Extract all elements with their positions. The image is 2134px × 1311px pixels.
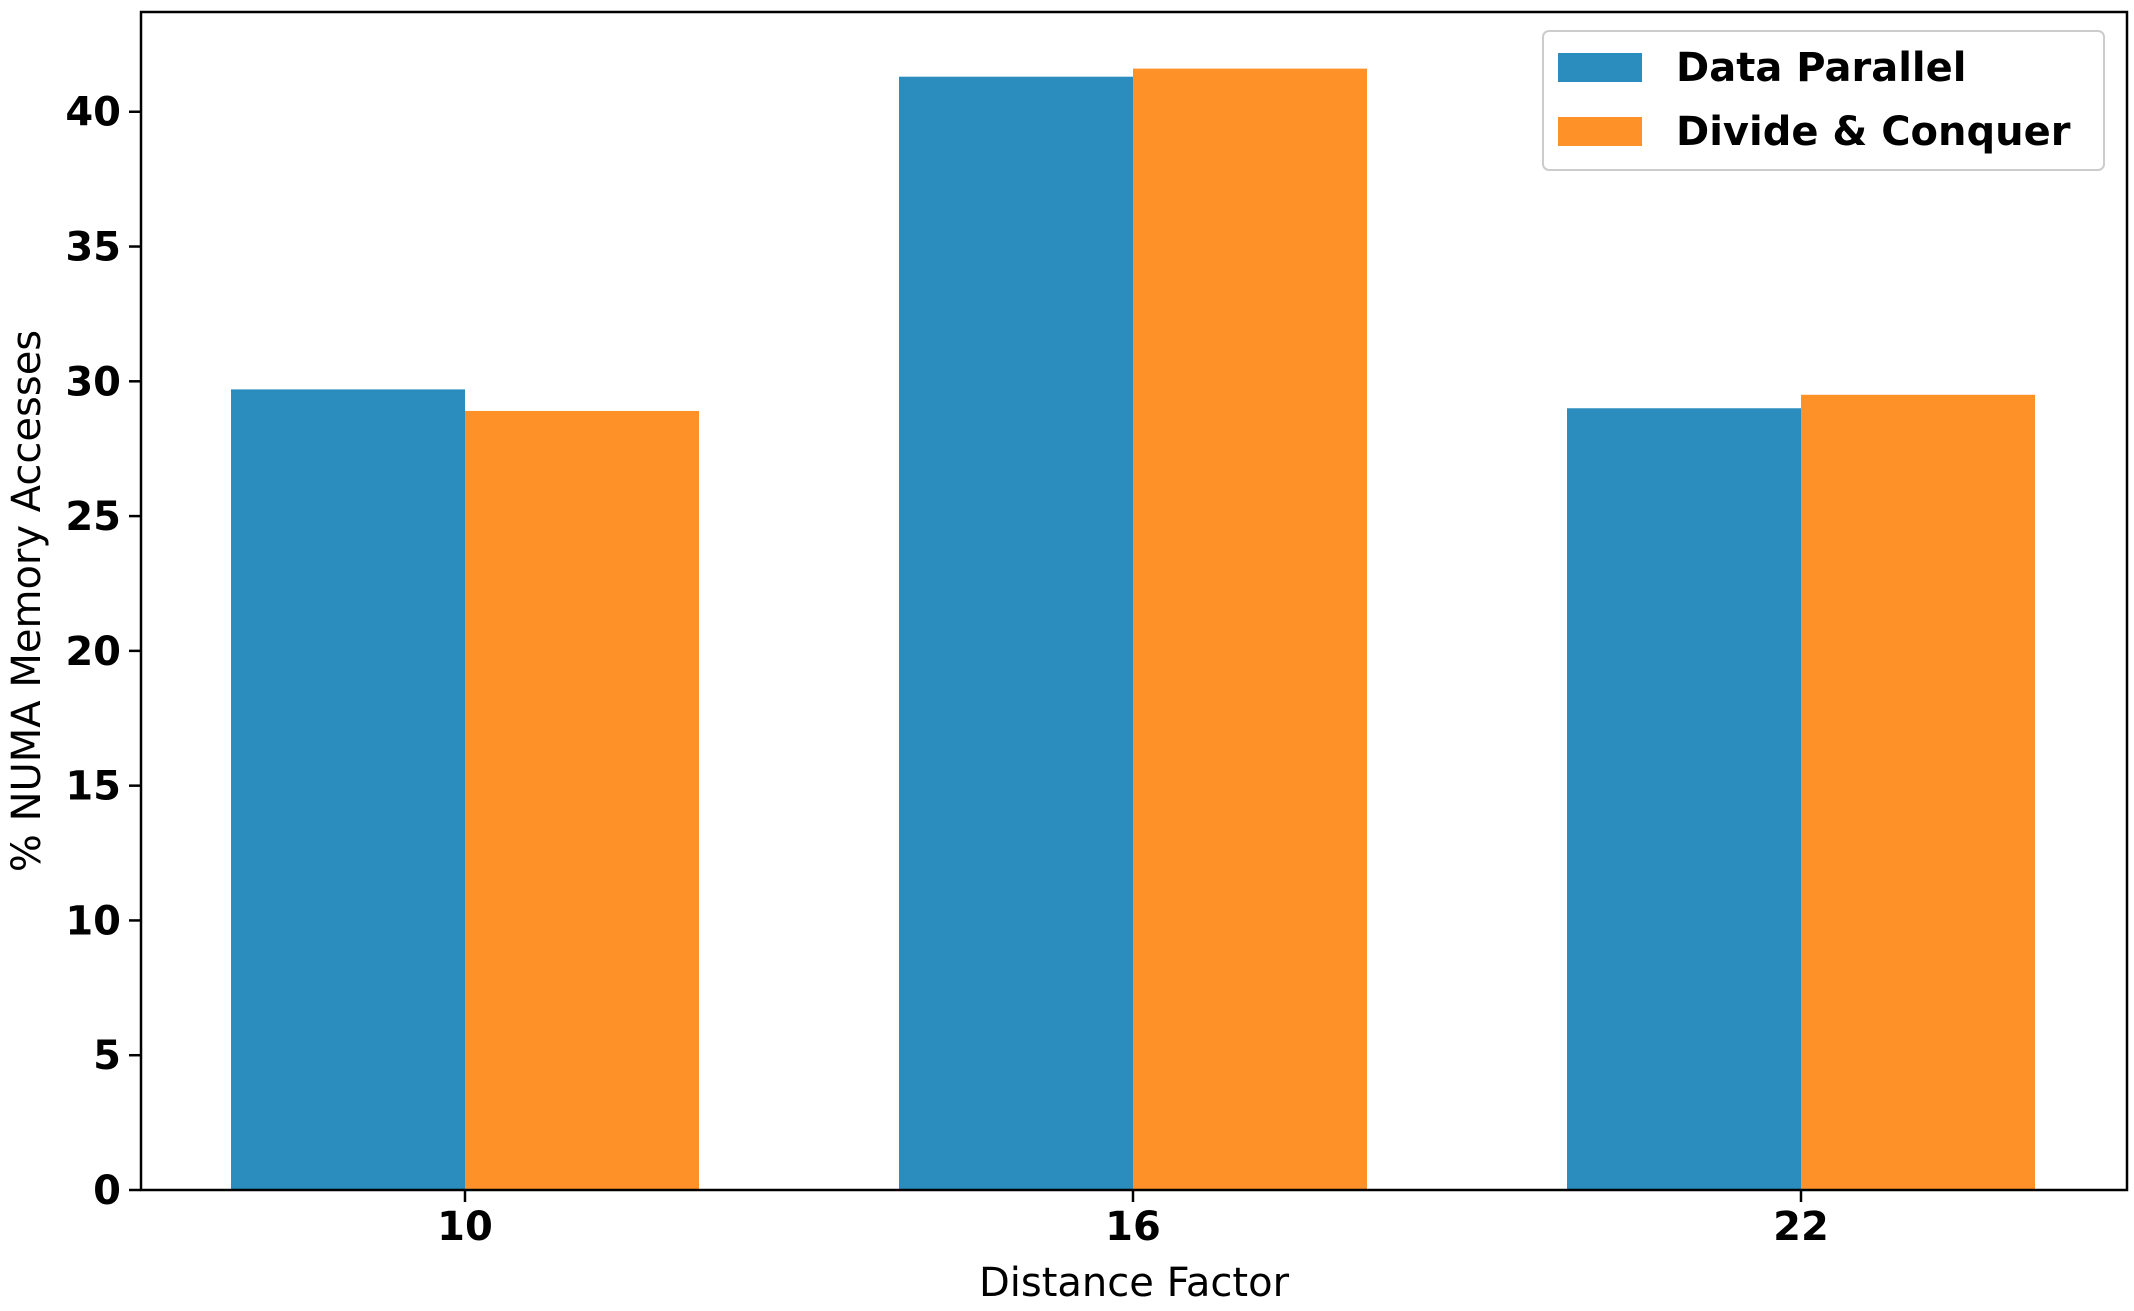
- y-tick-label: 20: [65, 629, 121, 675]
- y-tick-label: 40: [65, 90, 121, 136]
- y-axis-label: % NUMA Memory Accesses: [4, 330, 50, 872]
- y-axis: 0 5 10 15 20 25 30 35 40: [65, 90, 141, 1214]
- legend: Data Parallel Divide & Conquer: [1542, 30, 2105, 171]
- y-tick-label: 0: [93, 1168, 121, 1214]
- bar-divide-conquer-22: [1801, 394, 2035, 1191]
- y-tick-label: 5: [93, 1033, 121, 1079]
- legend-swatch-data-parallel: [1558, 53, 1642, 82]
- legend-swatch-divide-conquer: [1558, 117, 1642, 146]
- bar-data-parallel-10: [231, 389, 465, 1190]
- bars-layer: [231, 68, 2035, 1191]
- legend-frame: [1542, 30, 2105, 171]
- bar-data-parallel-22: [1567, 408, 1801, 1190]
- x-tick-label: 22: [1773, 1204, 1829, 1250]
- x-tick-label: 16: [1105, 1204, 1161, 1250]
- legend-label-divide-conquer: Divide & Conquer: [1676, 109, 2071, 155]
- bar-divide-conquer-16: [1133, 68, 1367, 1191]
- x-axis: 10 16 22: [437, 1190, 1829, 1250]
- y-tick-label: 35: [65, 225, 121, 271]
- y-tick-label: 10: [65, 898, 121, 944]
- y-tick-label: 15: [65, 764, 121, 810]
- y-tick-label: 25: [65, 494, 121, 540]
- legend-label-data-parallel: Data Parallel: [1676, 45, 1966, 91]
- bar-data-parallel-16: [899, 76, 1133, 1190]
- x-axis-label: Distance Factor: [979, 1260, 1290, 1306]
- x-tick-label: 10: [437, 1204, 493, 1250]
- y-tick-label: 30: [65, 359, 121, 405]
- bar-divide-conquer-10: [465, 410, 699, 1190]
